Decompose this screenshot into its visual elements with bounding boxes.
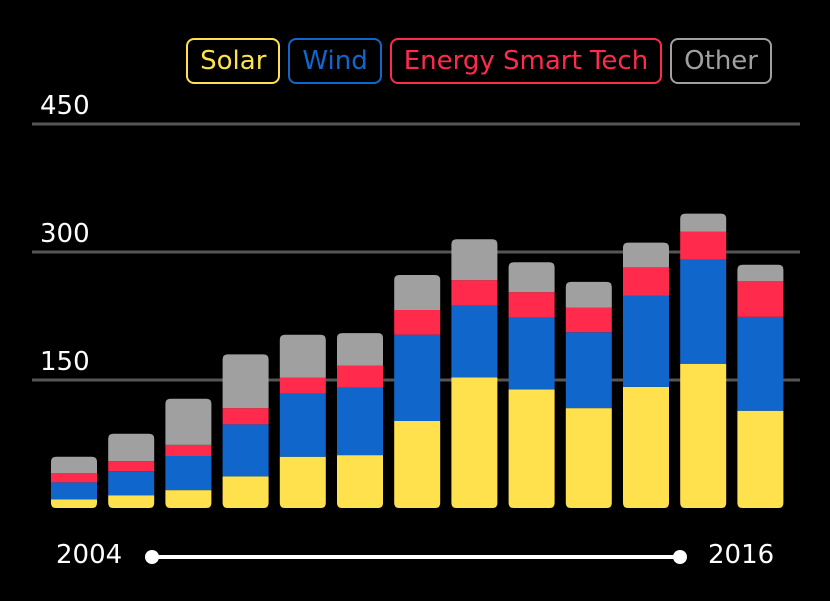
bar-solar-2006 [165,490,212,508]
y-tick-label-150: 150 [40,347,90,377]
legend-item-solar[interactable]: Solar [186,38,281,84]
bar-other-2013 [565,281,612,308]
bar-wind-2014 [623,295,669,387]
bar-energy-smart-tech-2005 [108,461,155,472]
bar-solar-2016 [737,410,784,508]
bar-energy-smart-tech-2015 [680,231,727,260]
bar-solar-2007 [222,476,269,508]
bar-other-2006 [165,398,212,445]
stacked-bar-chart: 150 300 450 [32,91,800,508]
slider-start-label: 2004 [56,540,123,570]
bar-wind-2009 [337,387,383,456]
bar-other-2005 [108,433,155,462]
bar-energy-smart-tech-2004 [51,473,97,483]
slider-end-label: 2016 [708,540,775,570]
bar-other-2008 [279,334,326,378]
bar-energy-smart-tech-2009 [337,365,383,388]
bar-energy-smart-tech-2012 [508,292,555,318]
bar-other-2014 [623,242,669,268]
legend: Solar Wind Energy Smart Tech Other [186,38,772,84]
slider-start-handle[interactable] [145,550,159,564]
bar-energy-smart-tech-2011 [451,280,498,306]
bar-wind-2012 [508,317,555,390]
bar-wind-2013 [565,332,612,409]
bar-other-2009 [337,333,383,366]
bar-solar-2011 [451,377,498,508]
bar-solar-2014 [623,386,669,508]
bar-wind-2010 [394,334,441,421]
bar-other-2012 [508,262,555,293]
bar-wind-2016 [737,316,784,411]
bar-solar-2010 [394,420,441,508]
year-range-slider: 2004 2016 [0,530,830,590]
bar-energy-smart-tech-2013 [565,307,612,333]
bar-solar-2009 [337,455,383,508]
bar-energy-smart-tech-2008 [279,377,326,394]
bar-wind-2008 [279,393,326,457]
bar-other-2007 [222,354,269,409]
bar-other-2015 [680,213,727,232]
bar-energy-smart-tech-2014 [623,267,669,296]
bar-wind-2004 [51,482,97,500]
legend-item-other[interactable]: Other [670,38,772,84]
bar-energy-smart-tech-2007 [222,408,269,425]
bar-wind-2007 [222,424,269,477]
bar-other-2010 [394,275,441,311]
bar-solar-2005 [108,495,155,508]
y-tick-label-450: 450 [40,91,90,121]
slider-end-handle[interactable] [673,550,687,564]
bar-solar-2013 [565,408,612,508]
bar-energy-smart-tech-2016 [737,281,784,317]
bar-solar-2012 [508,389,555,508]
bar-energy-smart-tech-2006 [165,444,212,456]
bar-wind-2015 [680,259,727,364]
bar-wind-2005 [108,471,155,496]
bar-other-2004 [51,456,97,474]
y-tick-label-300: 300 [40,219,90,249]
slider-track[interactable] [150,555,680,559]
bar-solar-2008 [279,456,326,508]
bar-wind-2006 [165,455,212,491]
bar-wind-2011 [451,305,498,378]
bar-energy-smart-tech-2010 [394,310,441,335]
bar-solar-2015 [680,363,727,508]
bar-other-2016 [737,264,784,282]
bar-solar-2004 [51,499,97,508]
legend-item-energy-smart-tech[interactable]: Energy Smart Tech [389,38,663,84]
legend-item-wind[interactable]: Wind [288,38,382,84]
bar-other-2011 [451,239,498,281]
